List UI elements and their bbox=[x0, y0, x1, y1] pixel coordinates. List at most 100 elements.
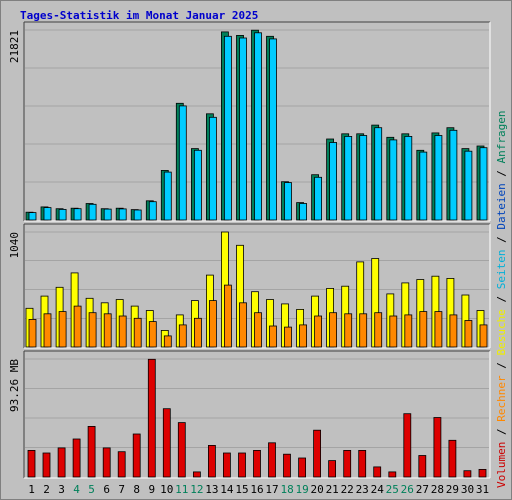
bar-dateien-day-31 bbox=[479, 147, 488, 221]
bar-volumen-day-27 bbox=[418, 455, 427, 478]
bar-rechner-day-5 bbox=[88, 312, 97, 348]
bar-rechner-day-4 bbox=[73, 305, 82, 348]
bar-dateien-day-4 bbox=[73, 208, 82, 221]
bar-volumen-day-17 bbox=[268, 442, 276, 478]
bar-rechner-day-10 bbox=[163, 335, 172, 348]
bar-rechner-day-11 bbox=[178, 324, 187, 348]
bar-rechner-day-12 bbox=[193, 317, 202, 348]
bar-volumen-day-30 bbox=[463, 470, 472, 478]
x-tick-day-30: 30 bbox=[461, 483, 474, 496]
bar-dateien-day-8 bbox=[133, 209, 142, 221]
bar-volumen-day-6 bbox=[102, 447, 111, 478]
bar-volumen-day-29 bbox=[448, 439, 457, 478]
bar-dateien-day-1 bbox=[28, 212, 37, 221]
bar-rechner-day-30 bbox=[464, 320, 473, 348]
legend-part-3: / bbox=[495, 356, 508, 376]
bar-volumen-day-15 bbox=[238, 452, 246, 478]
x-tick-day-27: 27 bbox=[416, 483, 429, 496]
series-rechner bbox=[28, 284, 488, 348]
bar-volumen-day-1 bbox=[27, 449, 36, 478]
legend-part-8: Dateien bbox=[495, 183, 508, 229]
x-tick-day-15: 15 bbox=[235, 483, 248, 496]
bar-volumen-day-12 bbox=[192, 471, 201, 478]
bar-dateien-day-19 bbox=[299, 203, 308, 221]
x-tick-day-1: 1 bbox=[28, 483, 35, 496]
bar-volumen-day-18 bbox=[283, 453, 291, 478]
x-tick-day-25: 25 bbox=[386, 483, 399, 496]
bar-rechner-day-29 bbox=[449, 314, 458, 348]
bar-volumen-day-20 bbox=[313, 429, 322, 478]
bar-rechner-day-25 bbox=[389, 315, 398, 348]
legend-part-1: / bbox=[495, 422, 508, 442]
legend-part-5: / bbox=[495, 289, 508, 309]
bar-volumen-day-23 bbox=[358, 449, 367, 478]
x-tick-day-10: 10 bbox=[160, 483, 173, 496]
x-tick-day-16: 16 bbox=[250, 483, 263, 496]
bar-rechner-day-21 bbox=[329, 312, 338, 348]
bar-dateien-day-20 bbox=[314, 176, 323, 221]
bar-rechner-day-24 bbox=[374, 312, 383, 348]
bar-rechner-day-19 bbox=[299, 324, 308, 348]
panel-axis-max-label: 1040 bbox=[8, 232, 21, 259]
bar-rechner-day-14 bbox=[223, 284, 232, 348]
bar-volumen-day-28 bbox=[433, 417, 442, 478]
panel-volume: 93.26 MB bbox=[8, 350, 491, 479]
bar-dateien-day-10 bbox=[163, 171, 172, 221]
bar-volumen-day-26 bbox=[403, 413, 412, 478]
x-tick-day-7: 7 bbox=[118, 483, 125, 496]
x-tick-day-24: 24 bbox=[371, 483, 385, 496]
bar-dateien-day-28 bbox=[434, 135, 443, 221]
bar-volumen-day-14 bbox=[222, 452, 231, 478]
bar-dateien-day-23 bbox=[359, 135, 368, 221]
x-tick-day-13: 13 bbox=[205, 483, 218, 496]
bar-rechner-day-9 bbox=[148, 321, 157, 348]
x-tick-day-17: 17 bbox=[265, 483, 278, 496]
x-tick-day-14: 14 bbox=[220, 483, 234, 496]
panel-visits: 1040 bbox=[8, 223, 491, 349]
bar-volumen-day-5 bbox=[87, 425, 96, 478]
panel-hits: 21821 bbox=[8, 21, 491, 222]
bar-volumen-day-4 bbox=[72, 438, 81, 478]
bar-dateien-day-3 bbox=[58, 208, 67, 221]
bar-rechner-day-8 bbox=[133, 317, 142, 348]
bar-rechner-day-18 bbox=[284, 326, 292, 348]
x-axis-labels: 1 2 3 4 5 6 7 8 9 10 11 12 13 14 15 16 17 18 19 20 21 22 23 24 2… bbox=[28, 483, 489, 496]
bar-volumen-day-10 bbox=[162, 408, 171, 478]
x-tick-day-3: 3 bbox=[58, 483, 65, 496]
x-tick-day-31: 31 bbox=[476, 483, 489, 496]
bar-dateien-day-27 bbox=[419, 151, 428, 221]
x-tick-day-23: 23 bbox=[356, 483, 369, 496]
bar-dateien-day-7 bbox=[118, 208, 127, 221]
x-tick-day-8: 8 bbox=[133, 483, 140, 496]
legend-part-4: Besuche bbox=[495, 309, 508, 355]
panel-axis-max-label: 21821 bbox=[8, 30, 21, 63]
bar-rechner-day-22 bbox=[344, 313, 353, 348]
x-tick-day-12: 12 bbox=[190, 483, 203, 496]
side-legend: Volumen / Rechner / Besuche / Seiten / D… bbox=[495, 110, 508, 488]
x-tick-day-20: 20 bbox=[310, 483, 323, 496]
bar-dateien-day-29 bbox=[449, 129, 458, 221]
bar-dateien-day-15 bbox=[239, 37, 247, 221]
bar-volumen-day-9 bbox=[147, 358, 156, 478]
legend-part-10: Anfragen bbox=[495, 110, 508, 163]
bar-rechner-day-1 bbox=[28, 318, 37, 348]
x-tick-day-19: 19 bbox=[295, 483, 308, 496]
chart-title: Tages-Statistik im Monat Januar 2025 bbox=[20, 9, 258, 22]
bar-rechner-day-28 bbox=[434, 311, 443, 348]
bar-rechner-day-26 bbox=[404, 314, 413, 348]
bar-rechner-day-3 bbox=[58, 311, 67, 348]
series-dateien bbox=[28, 32, 488, 221]
bar-volumen-day-31 bbox=[478, 468, 487, 478]
bar-volumen-day-2 bbox=[42, 452, 51, 478]
bar-dateien-day-17 bbox=[269, 38, 277, 221]
x-tick-day-29: 29 bbox=[446, 483, 459, 496]
legend-part-9: / bbox=[495, 163, 508, 183]
bar-rechner-day-16 bbox=[254, 312, 262, 348]
x-tick-day-2: 2 bbox=[43, 483, 50, 496]
bar-volumen-day-21 bbox=[328, 460, 337, 478]
bar-volumen-day-13 bbox=[207, 444, 216, 478]
bar-dateien-day-24 bbox=[374, 127, 383, 221]
bar-volumen-day-8 bbox=[132, 433, 141, 478]
bar-volumen-day-25 bbox=[388, 471, 397, 478]
